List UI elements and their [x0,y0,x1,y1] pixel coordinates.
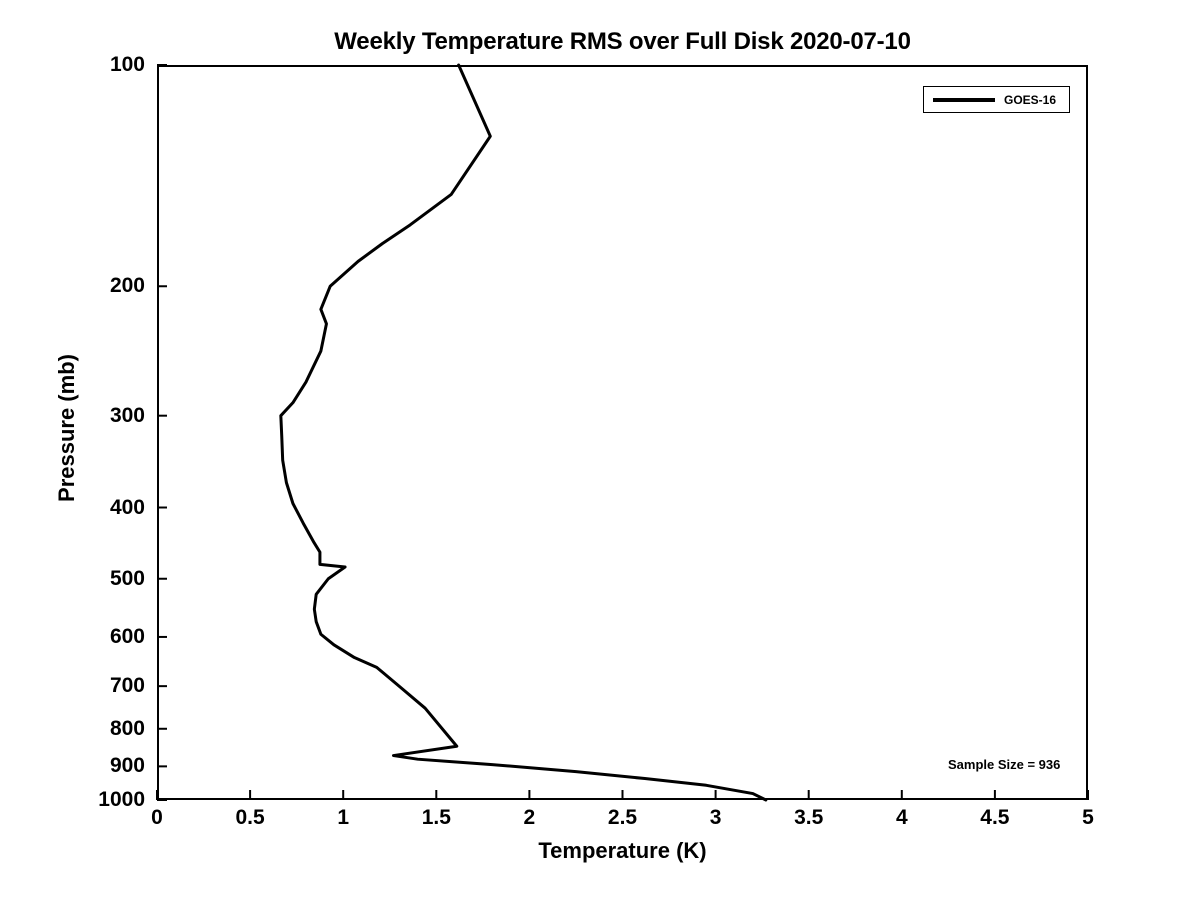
y-tick-label: 700 [109,674,145,698]
y-tick-label: 200 [109,274,145,298]
x-tick-label: 5 [1082,806,1094,829]
legend-label-goes-16: GOES-16 [1004,92,1057,107]
x-tick-label: 0.5 [235,806,265,829]
chart-title: Weekly Temperature RMS over Full Disk 20… [334,28,911,55]
y-tick-label: 900 [109,754,145,778]
y-tick-label: 400 [109,495,145,519]
x-tick-label: 2.5 [607,806,638,829]
legend-line-swatch-goes-16 [933,97,995,102]
plot-area [157,65,1088,800]
x-tick-label: 4 [895,806,908,829]
sample-size-annotation: Sample Size = 936 [948,757,1061,772]
y-tick-label: 100 [109,53,145,76]
x-tick-label: 4.5 [980,806,1010,829]
x-tick-label: 1.5 [421,806,451,829]
y-tick-label: 300 [109,403,145,427]
y-tick-label: 500 [109,566,145,590]
x-tick-label: 3 [709,806,722,829]
x-tick-label: 1 [337,806,350,829]
y-axis-title: Pressure (mb) [54,354,79,502]
x-tick-label: 2 [523,806,536,829]
x-tick-label: 3.5 [794,806,824,829]
y-tick-label: 600 [109,624,145,648]
y-tick-label: 800 [109,716,145,740]
x-axis-title: Temperature (K) [538,838,707,863]
x-tick-label: 0 [151,806,163,829]
y-tick-label: 1000 [98,788,145,811]
legend: GOES-16 [923,86,1070,113]
